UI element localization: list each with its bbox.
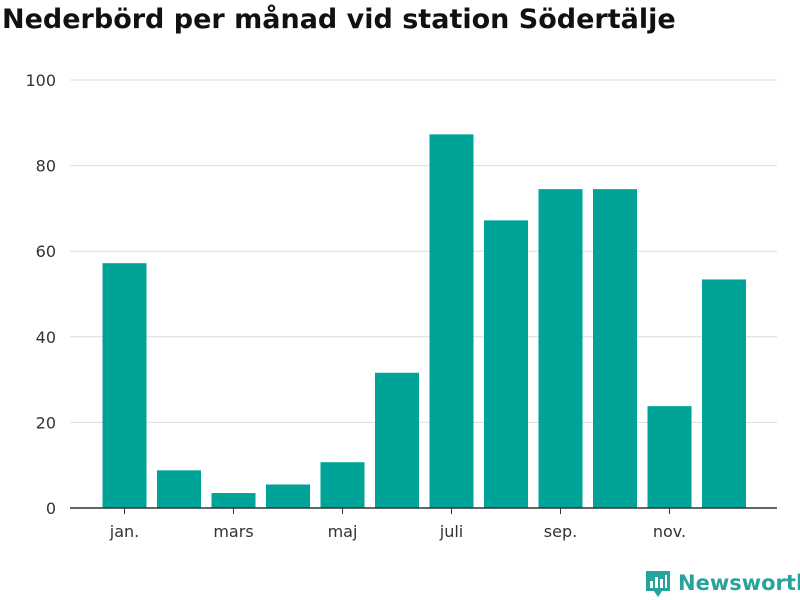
newsworthy-logo-icon: [646, 571, 670, 597]
y-axis-ticks: 0 20 40 60 80 100: [25, 71, 56, 518]
bar-apr: [266, 484, 310, 508]
bar-juni: [375, 372, 419, 508]
chart-title: Nederbörd per månad vid station Södertäl…: [2, 4, 676, 35]
x-tick-label-maj: maj: [328, 522, 358, 541]
bar-juli: [429, 134, 474, 508]
bars: [102, 134, 746, 508]
x-tick-label-nov: nov.: [653, 522, 686, 541]
y-tick-label-20: 20: [36, 413, 56, 432]
y-tick-label-100: 100: [25, 71, 56, 90]
y-tick-label-0: 0: [46, 499, 56, 518]
x-axis-ticks: jan. mars maj juli sep. nov.: [109, 508, 686, 541]
bar-sep: [538, 189, 583, 508]
y-tick-label-40: 40: [36, 328, 56, 347]
bar-maj: [320, 462, 365, 508]
x-tick-label-jan: jan.: [109, 522, 139, 541]
newsworthy-brand: Newsworthy: [644, 568, 800, 598]
bar-dec: [702, 279, 746, 508]
bar-nov: [647, 406, 692, 508]
x-tick-label-sep: sep.: [544, 522, 577, 541]
bar-jan: [102, 263, 147, 508]
bar-feb: [157, 470, 201, 508]
gridlines: [70, 79, 777, 423]
bar-mars: [211, 493, 256, 508]
x-tick-label-mars: mars: [213, 522, 253, 541]
bar-aug: [484, 220, 528, 508]
x-tick-label-juli: juli: [439, 522, 463, 541]
y-tick-label-80: 80: [36, 157, 56, 176]
y-tick-label-60: 60: [36, 242, 56, 261]
brand-name: Newsworthy: [678, 571, 800, 595]
bar-okt: [593, 189, 637, 508]
